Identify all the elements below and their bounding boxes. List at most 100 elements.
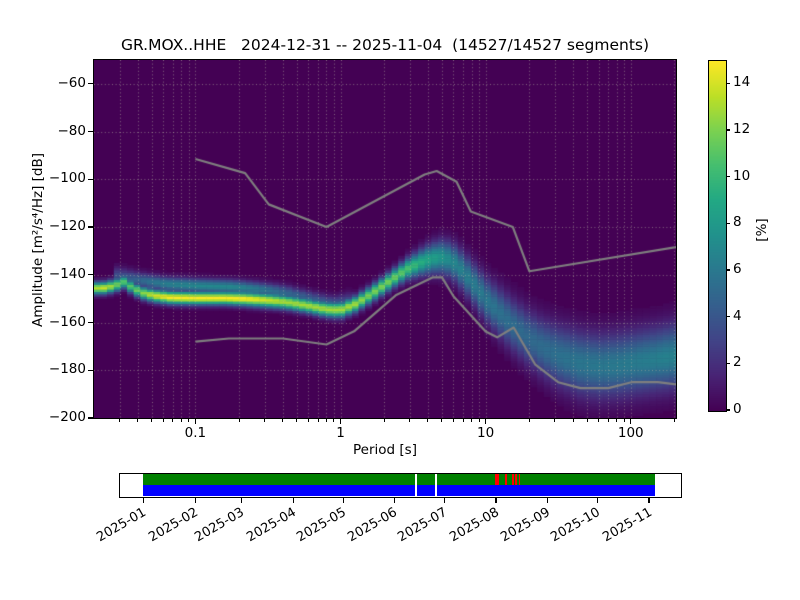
x-minor-tick — [307, 418, 309, 422]
x-minor-tick — [317, 418, 319, 422]
x-minor-tick — [572, 418, 574, 422]
month-tick — [342, 498, 344, 503]
x-minor-tick — [296, 418, 298, 422]
colorbar-tick-label: 12 — [733, 121, 751, 137]
x-minor-tick — [478, 418, 480, 422]
y-major-tick — [88, 178, 94, 180]
colorbar-tick-label: 4 — [733, 307, 742, 324]
colorbar-gradient-canvas — [709, 61, 726, 411]
month-tick — [547, 498, 549, 503]
month-tick-label: 2025-01 — [94, 505, 150, 546]
month-tick — [241, 498, 243, 503]
x-minor-tick — [119, 418, 121, 422]
x-minor-tick — [441, 418, 443, 422]
month-tick-label: 2025-06 — [345, 505, 401, 546]
x-major-tick — [485, 418, 487, 424]
x-axis-label: Period [s] — [353, 442, 417, 458]
x-minor-tick — [673, 418, 675, 422]
month-tick-label: 2025-02 — [146, 505, 201, 546]
x-minor-tick — [325, 418, 327, 422]
y-tick-label: −180 — [48, 361, 86, 378]
month-tick-label: 2025-05 — [294, 505, 349, 546]
y-tick-label: −80 — [57, 122, 87, 139]
colorbar-tick — [726, 269, 730, 271]
x-tick-label: 10 — [477, 425, 495, 441]
colorbar-tick — [726, 316, 730, 318]
y-tick-label: −160 — [48, 313, 86, 330]
month-tick — [194, 498, 196, 503]
x-minor-tick — [471, 418, 473, 422]
month-tick — [495, 498, 497, 503]
month-tick-label: 2025-03 — [192, 505, 248, 546]
x-minor-tick — [586, 418, 588, 422]
month-tick — [143, 498, 145, 503]
plot-area — [94, 60, 676, 418]
availability-bar — [119, 473, 682, 498]
y-major-tick — [88, 321, 94, 324]
x-minor-tick — [333, 418, 335, 422]
data-availability-band — [143, 485, 655, 496]
month-tick-label: 2025-10 — [548, 505, 603, 546]
colorbar-tick — [726, 409, 730, 411]
psd-gap-mark — [512, 474, 514, 485]
y-major-tick — [88, 274, 94, 276]
plot-title: GR.MOX..HHE 2024-12-31 -- 2025-11-04 (14… — [120, 36, 650, 54]
psd-gap-mark — [505, 474, 508, 485]
x-minor-tick — [137, 418, 139, 422]
x-minor-tick — [607, 418, 609, 422]
colorbar-tick — [726, 362, 730, 364]
y-major-tick — [88, 226, 94, 228]
month-tick-label: 2025-07 — [395, 505, 451, 546]
y-tick-label: −140 — [48, 265, 86, 282]
x-minor-tick — [427, 418, 429, 422]
month-tick-label: 2025-08 — [447, 505, 502, 546]
month-tick — [648, 498, 650, 503]
colorbar-tick-label: 14 — [733, 74, 751, 91]
x-tick-label: 1 — [336, 425, 345, 441]
x-minor-tick — [180, 418, 182, 422]
psd-gap-mark — [518, 474, 521, 485]
colorbar-tick — [726, 129, 730, 131]
x-minor-tick — [462, 418, 464, 422]
colorbar-tick-label: 10 — [733, 167, 751, 184]
month-tick — [394, 498, 396, 503]
x-major-tick — [194, 418, 197, 424]
x-minor-tick — [151, 418, 153, 422]
x-minor-tick — [452, 418, 454, 422]
colorbar — [708, 60, 727, 412]
colorbar-tick-label: 8 — [733, 214, 742, 231]
colorbar-tick-label: 0 — [733, 401, 742, 417]
month-tick — [443, 498, 446, 503]
y-tick-label: −120 — [48, 218, 86, 235]
month-tick-label: 2025-04 — [244, 505, 299, 546]
x-minor-tick — [554, 418, 556, 422]
x-minor-tick — [172, 418, 174, 422]
x-major-tick — [339, 418, 342, 424]
month-tick — [596, 498, 599, 503]
x-major-tick — [630, 418, 632, 424]
x-minor-tick — [238, 418, 240, 422]
month-tick — [292, 498, 294, 503]
x-minor-tick — [528, 418, 530, 422]
y-tick-label: −60 — [57, 74, 87, 91]
y-major-tick — [88, 369, 94, 371]
colorbar-label: [%] — [754, 218, 770, 242]
colorbar-tick-label: 6 — [733, 261, 742, 277]
psd-gap-mark — [515, 474, 518, 485]
month-tick-label: 2025-11 — [599, 505, 655, 546]
x-minor-tick — [162, 418, 164, 422]
colorbar-tick-label: 2 — [733, 354, 742, 371]
month-tick-label: 2025-09 — [498, 505, 554, 546]
x-minor-tick — [282, 418, 284, 422]
colorbar-tick — [726, 82, 730, 84]
ppsd-heatmap-canvas — [94, 60, 676, 418]
colorbar-tick — [726, 222, 730, 224]
data-gap-line — [414, 474, 417, 496]
y-major-tick — [88, 417, 94, 419]
x-minor-tick — [188, 418, 190, 422]
y-tick-label: −200 — [48, 409, 86, 425]
data-gap-line — [434, 474, 437, 496]
colorbar-tick — [726, 176, 730, 178]
x-minor-tick — [383, 418, 385, 422]
